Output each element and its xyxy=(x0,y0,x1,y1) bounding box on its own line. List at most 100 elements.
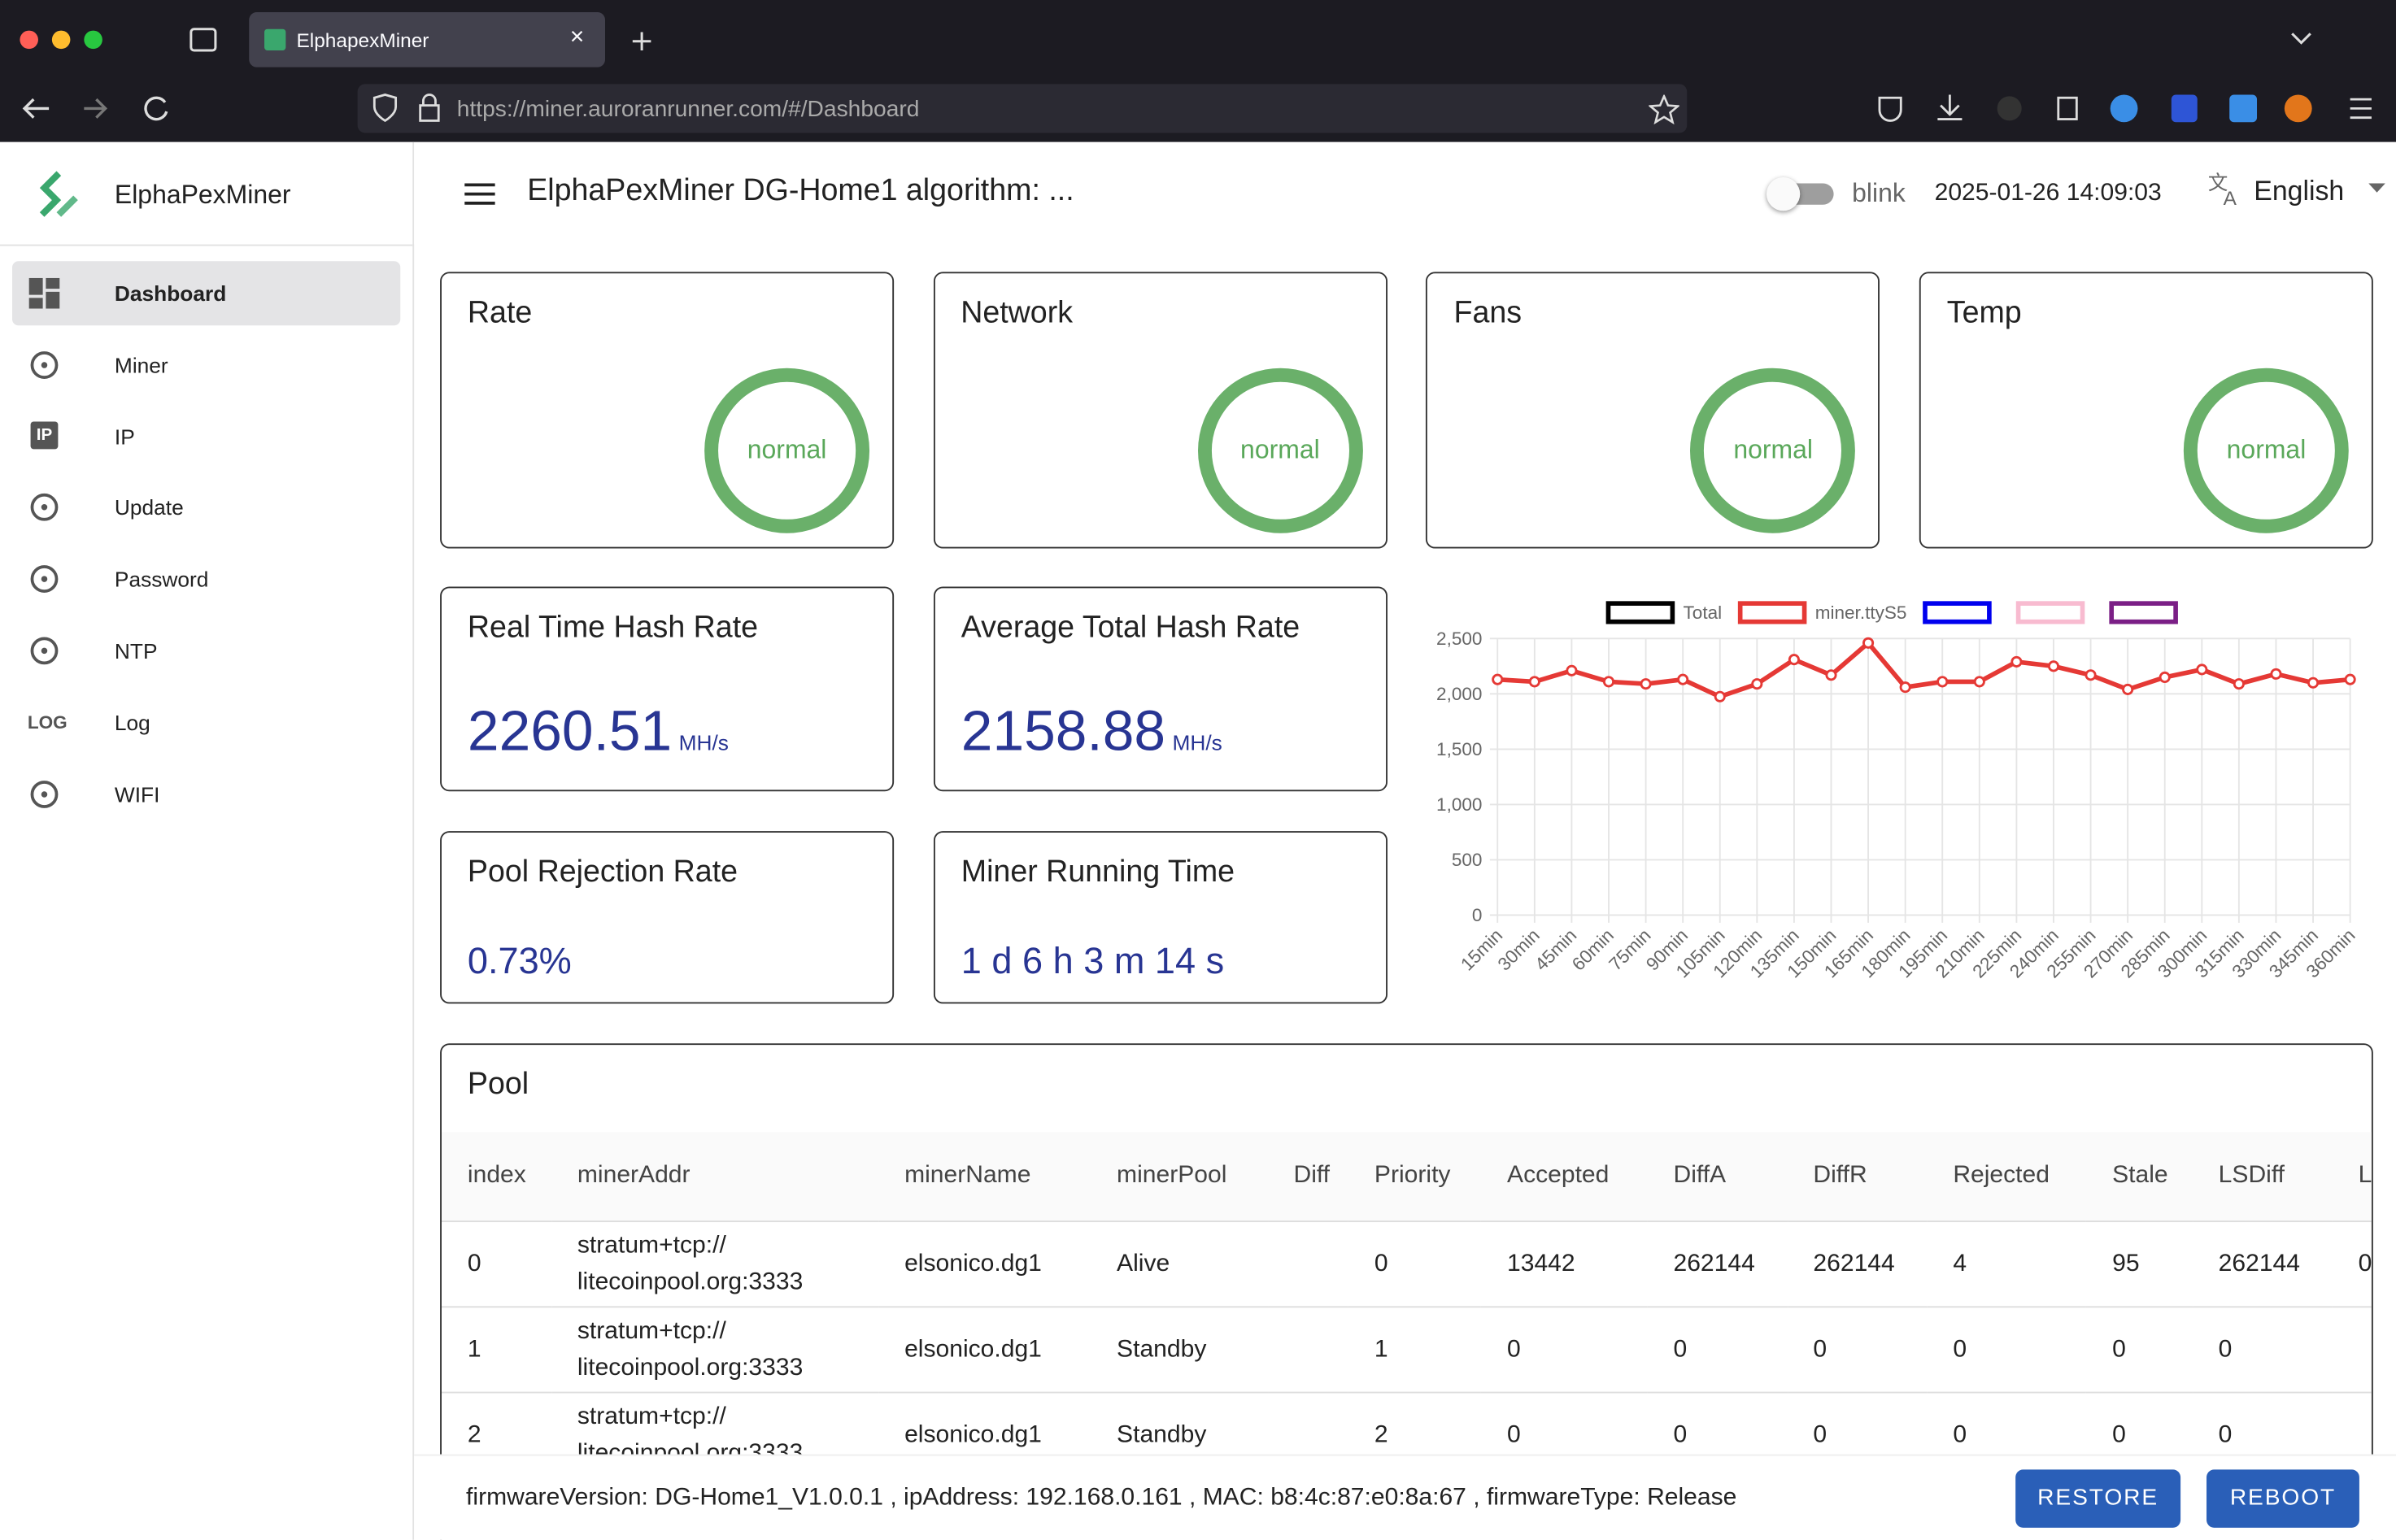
pool-cell xyxy=(1267,1306,1348,1393)
nav-label: Log xyxy=(114,710,150,735)
decoration xyxy=(1766,176,1801,211)
nav-icon xyxy=(30,350,59,379)
nav-icon xyxy=(28,277,60,309)
url: https://miner.auroranrunner.com/#/Dashbo… xyxy=(456,96,920,123)
status-text: normal xyxy=(2226,435,2307,465)
decoration xyxy=(2284,94,2312,123)
data-point xyxy=(2122,683,2134,695)
hashrate-chart: 0 500 1,000 1,500 2,000 2,500 15min30min45min6… xyxy=(1436,601,2359,982)
x-tick-label: 30min xyxy=(1494,925,1544,975)
pool-cell xyxy=(2332,1306,2372,1393)
decoration xyxy=(39,171,62,217)
status-ring: normal xyxy=(2184,368,2349,533)
nav-icon xyxy=(30,780,59,808)
x-tick-label: 60min xyxy=(1568,925,1618,975)
decoration: 文A xyxy=(2208,172,2237,208)
decoration: index minerAddr minerName minerPool Diff Prio… xyxy=(441,1132,2372,1222)
decoration xyxy=(30,494,59,522)
column-header: Diff xyxy=(1267,1132,1348,1222)
pool-cell: 262144 xyxy=(1647,1220,1788,1307)
datetime: 2025-01-26 14:09:03 xyxy=(1934,180,2162,207)
column-header: DiffR xyxy=(1787,1132,1928,1222)
pool-cell: elsonico.dg1 xyxy=(878,1306,1091,1393)
browser-icons xyxy=(20,28,2372,123)
data-point xyxy=(1751,678,1763,690)
pool-cell: Alive xyxy=(1091,1220,1268,1307)
decoration xyxy=(144,96,168,121)
pool-cell: 0 xyxy=(2086,1306,2193,1393)
nav-item[interactable]: Log LOG xyxy=(12,690,400,755)
decoration xyxy=(30,637,59,665)
data-point xyxy=(2196,663,2208,676)
y-tick-label: 1,000 xyxy=(1436,794,1482,815)
tab-title: ElphapexMiner xyxy=(296,28,429,52)
pool-cell: 0 xyxy=(1927,1306,2087,1393)
nav-item[interactable]: WIFI xyxy=(12,762,400,826)
nav-item[interactable]: NTP xyxy=(12,619,400,683)
status-title: Fans xyxy=(1453,296,1523,330)
decoration xyxy=(20,30,38,50)
decoration xyxy=(1649,94,1679,125)
status-card: Network normal xyxy=(933,272,1388,549)
decoration xyxy=(56,183,78,217)
legend-swatch xyxy=(1923,601,1992,624)
nav-item[interactable]: IP IP xyxy=(12,404,400,468)
browser-tab[interactable]: ElphapexMiner × xyxy=(249,12,606,67)
decoration: A xyxy=(2224,188,2237,208)
data-point xyxy=(2233,678,2245,690)
page-title: ElphaPexMiner DG-Home1 algorithm: ... xyxy=(527,174,1074,208)
decoration xyxy=(0,244,413,246)
nav-item[interactable]: Update xyxy=(12,476,400,540)
status-title: Rate xyxy=(467,296,533,330)
nav-label: NTP xyxy=(114,638,158,663)
y-tick-label: 500 xyxy=(1452,850,1483,870)
legend-swatch xyxy=(2109,601,2178,624)
decoration xyxy=(41,790,48,797)
data-point xyxy=(1714,690,1726,703)
status-text: normal xyxy=(1733,435,1813,465)
decoration xyxy=(632,32,651,51)
series-line xyxy=(1497,640,2350,699)
url-bar[interactable]: https://miner.auroranrunner.com/#/Dashbo… xyxy=(357,84,1688,133)
sidebar: ElphaPexMiner Dashboard Miner IP IP Update Pa… xyxy=(0,141,415,1540)
status-title: Network xyxy=(961,296,1074,330)
stat-unit: MH/s xyxy=(678,730,729,755)
restore-button[interactable]: RESTORE xyxy=(2015,1469,2181,1528)
decoration xyxy=(2368,183,2385,193)
column-header: Accepted xyxy=(1481,1132,1648,1222)
data-point xyxy=(2085,669,2097,681)
pool-cell: 0 xyxy=(441,1220,551,1307)
nav-item[interactable]: Password xyxy=(12,547,400,611)
stat-title: Real Time Hash Rate xyxy=(467,611,759,645)
decoration xyxy=(1878,96,1902,122)
status-text: normal xyxy=(1240,435,1320,465)
data-point xyxy=(2010,655,2023,668)
firmware-info: firmwareVersion: DG-Home1_V1.0.0.1 , ipA… xyxy=(466,1485,1737,1512)
data-point xyxy=(1899,681,1911,694)
data-point xyxy=(1825,669,1837,681)
decoration xyxy=(464,183,495,205)
nav-label: IP xyxy=(114,424,135,449)
stat-value: 0.73% xyxy=(467,941,572,983)
decoration: 0 stratum+tcp:// litecoinpool.org:3333 els… xyxy=(441,1220,2372,1477)
legend-label: Total xyxy=(1684,603,1723,623)
decoration: 文 xyxy=(2208,172,2228,194)
x-tick-label: 45min xyxy=(1531,925,1580,975)
status-ring: normal xyxy=(704,368,870,533)
nav-item[interactable]: Miner xyxy=(12,333,400,397)
pool-row: 1 stratum+tcp:// litecoinpool.org:3333 els… xyxy=(441,1306,2372,1393)
blink-toggle[interactable] xyxy=(1766,176,1834,211)
reboot-button[interactable]: REBOOT xyxy=(2206,1469,2359,1528)
data-point xyxy=(1528,676,1540,688)
y-tick-label: 0 xyxy=(1472,905,1483,925)
data-point xyxy=(1677,673,1689,685)
nav-item[interactable]: Dashboard xyxy=(12,261,401,326)
decoration xyxy=(22,98,50,119)
stat-value: 2260.51 xyxy=(467,699,673,763)
menu-button[interactable] xyxy=(464,182,495,207)
language-select[interactable]: English xyxy=(2254,176,2345,207)
column-header: LSDiff xyxy=(2192,1132,2333,1222)
decoration: × xyxy=(569,24,585,51)
pool-cell: 95 xyxy=(2086,1220,2193,1307)
decoration xyxy=(1937,94,1963,120)
